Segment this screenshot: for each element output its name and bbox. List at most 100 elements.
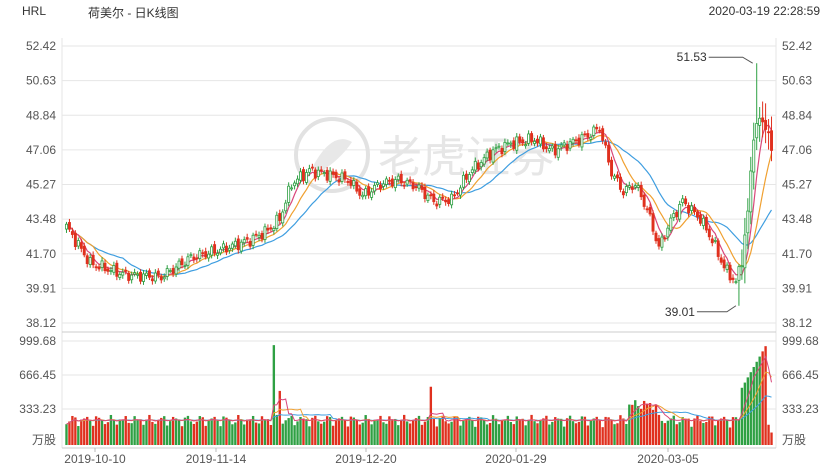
- candle-up: [669, 217, 673, 231]
- volume-bar: [228, 419, 231, 445]
- volume-bar: [708, 416, 711, 445]
- candle-down: [684, 198, 688, 205]
- candle-down: [408, 179, 412, 182]
- volume-bar: [254, 422, 258, 445]
- candle-down: [464, 173, 468, 180]
- volume-bar: [225, 417, 228, 445]
- candle-down: [704, 216, 708, 231]
- candle-down: [598, 129, 602, 132]
- candle-down: [728, 264, 732, 281]
- candle-up: [417, 184, 421, 189]
- candle-up: [450, 193, 454, 206]
- volume-bar: [373, 419, 376, 445]
- volume-bar: [340, 416, 344, 445]
- volume-bar: [266, 419, 270, 445]
- volume-bar: [320, 423, 323, 445]
- candle-up: [216, 253, 220, 256]
- candle-up: [393, 179, 397, 189]
- candle-up: [304, 172, 308, 183]
- candle-down: [583, 133, 587, 136]
- volume-bar: [163, 416, 166, 445]
- candle-up: [562, 142, 566, 146]
- volume-bar: [305, 419, 308, 445]
- volume-bar: [166, 425, 169, 445]
- price-tick-left: 43.48: [26, 212, 56, 226]
- price-tick-right: 41.70: [782, 247, 812, 261]
- candle-up: [153, 272, 157, 282]
- volume-bar: [429, 386, 433, 445]
- candle-up: [186, 256, 190, 266]
- volume-bar: [145, 419, 148, 445]
- candle-down: [488, 149, 492, 161]
- volume-bar: [331, 425, 335, 445]
- candle-down: [248, 241, 252, 247]
- high-leader-line: [708, 56, 753, 64]
- candle-up: [340, 172, 344, 182]
- candle-down: [346, 181, 350, 183]
- volume-bar: [231, 424, 234, 445]
- candle-down: [82, 245, 86, 256]
- candle-down: [553, 144, 557, 156]
- candle-down: [103, 262, 107, 272]
- volume-bar: [488, 422, 492, 445]
- price-tick-left: 45.27: [26, 178, 56, 192]
- candle-down: [269, 227, 273, 230]
- volume-tick-left: 666.45: [19, 368, 56, 382]
- candle-down: [719, 257, 723, 263]
- volume-bar: [112, 419, 116, 445]
- volume-bar: [408, 423, 412, 445]
- volume-bar: [234, 422, 237, 445]
- price-tick-left: 39.91: [26, 281, 56, 295]
- volume-bar: [308, 426, 311, 445]
- volume-bar: [444, 421, 447, 445]
- volume-bar: [758, 356, 761, 445]
- candle-up: [168, 270, 172, 272]
- candle-down: [195, 257, 199, 260]
- volume-bar: [639, 408, 643, 445]
- volume-bar: [83, 418, 86, 445]
- volume-bar: [349, 416, 353, 445]
- volume-bar: [109, 414, 113, 445]
- candle-down: [500, 147, 504, 155]
- watermark-tiger-icon: [312, 139, 352, 172]
- volume-bar: [358, 424, 361, 445]
- volume-bar: [506, 415, 510, 445]
- volume-bar: [343, 420, 347, 445]
- volume-bar: [302, 418, 305, 445]
- volume-unit-label: 万股: [782, 433, 806, 447]
- volume-bar: [213, 416, 216, 445]
- volume-bar: [660, 420, 664, 445]
- candle-up: [559, 144, 563, 148]
- volume-bar: [619, 415, 622, 445]
- volume-bar: [678, 422, 681, 445]
- watermark: 老虎证券: [294, 117, 554, 193]
- volume-bar: [299, 416, 302, 445]
- volume-bar: [589, 420, 593, 445]
- volume-bar: [725, 419, 729, 445]
- volume-bar: [687, 418, 690, 445]
- price-tick-right: 38.12: [782, 316, 812, 330]
- volume-bar: [722, 416, 726, 445]
- candle-up: [189, 254, 193, 257]
- candle-down: [414, 186, 418, 188]
- candle-up: [373, 185, 377, 192]
- volume-bar: [311, 417, 314, 445]
- volume-ma-lines: [66, 355, 772, 425]
- volume-bar: [325, 416, 329, 445]
- candle-up: [589, 136, 593, 140]
- candle-up: [509, 142, 513, 145]
- candle-down: [521, 139, 525, 144]
- candle-up: [233, 240, 237, 247]
- volume-bar: [468, 416, 471, 445]
- volume-bar: [237, 415, 240, 445]
- candle-up: [666, 227, 670, 238]
- volume-tick-right: 666.45: [782, 368, 819, 382]
- volume-bar: [737, 419, 741, 445]
- candle-up: [482, 157, 486, 165]
- candle-down: [127, 272, 131, 281]
- volume-bar: [545, 415, 548, 445]
- price-tick-right: 39.91: [782, 281, 812, 295]
- candle-down: [337, 179, 341, 183]
- candle-up: [307, 168, 311, 173]
- volume-bar: [183, 417, 187, 445]
